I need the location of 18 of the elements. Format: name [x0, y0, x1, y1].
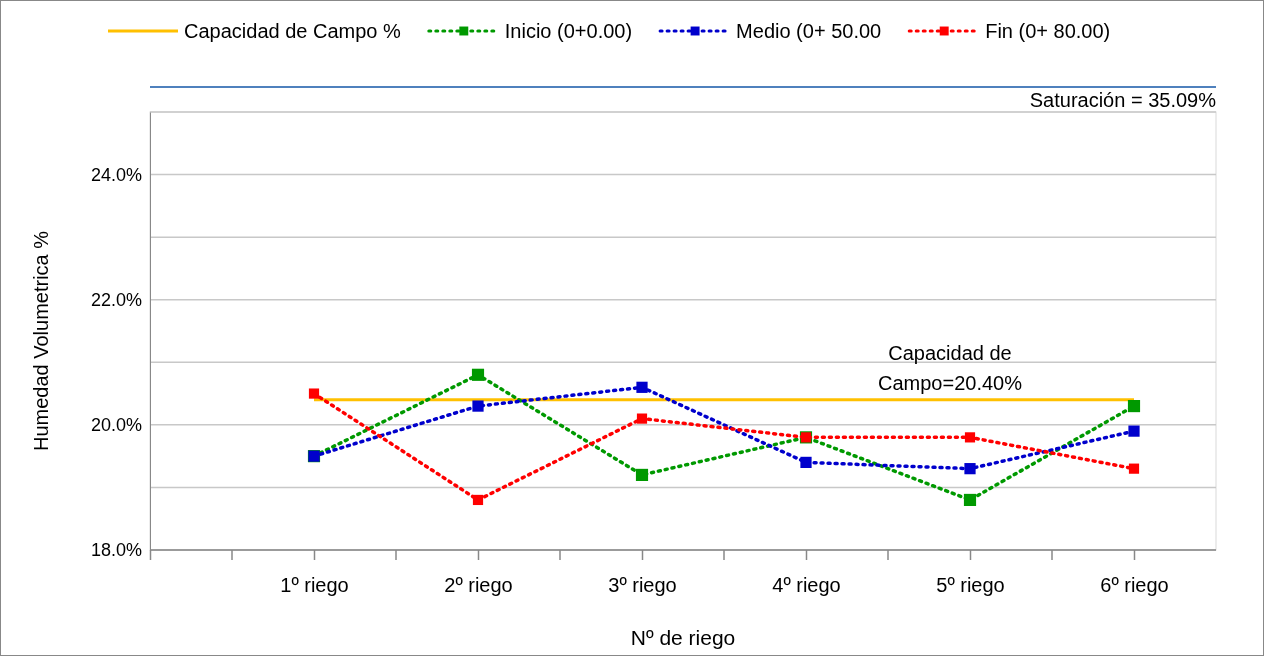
text: Saturación = 35.09%: [1029, 89, 1217, 111]
x-tick-label: 2º riego: [444, 574, 513, 597]
x-tick-label: 1º riego: [280, 574, 349, 597]
legend-label: Inicio (0+0.00): [504, 20, 633, 42]
y-axis-title: Humedad Volumetrica %: [30, 230, 52, 452]
x-tick-label: 6º riego: [1100, 574, 1169, 597]
legend-label: Capacidad de Campo %: [184, 20, 402, 42]
legend-label: Medio (0+ 50.00: [736, 20, 882, 42]
legend-label: Fin (0+ 80.00): [985, 20, 1111, 42]
x-tick-label: 3º riego: [608, 574, 677, 597]
y-tick-label: 20.0%: [90, 415, 142, 436]
x-axis-title: Nº de riego: [630, 626, 736, 649]
annotation: Capacidad de Campo=20.40%: [878, 341, 1023, 394]
y-tick-label: 18.0%: [90, 540, 142, 561]
y-tick-label: 24.0%: [90, 164, 142, 185]
x-tick-label: 5º riego: [936, 574, 1005, 597]
x-tick-label: 4º riego: [772, 574, 841, 597]
y-tick-label: 22.0%: [90, 289, 142, 310]
